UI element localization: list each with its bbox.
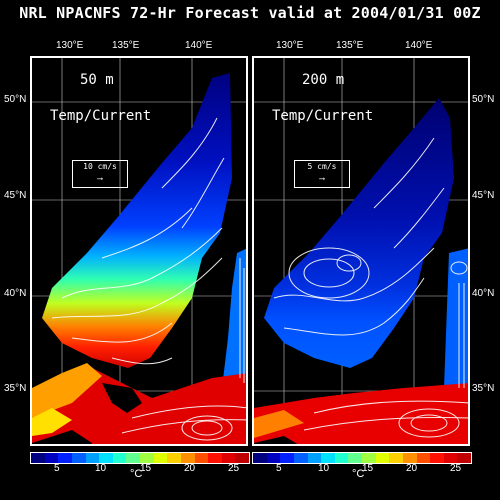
colorbar-tick: 5 xyxy=(276,463,282,474)
lat-label-45-right: 45°N xyxy=(472,190,495,201)
colorbar-swatch xyxy=(402,453,417,463)
map-panel-200m: 200 m Temp/Current 5 cm/s ⟶ xyxy=(252,56,470,446)
colorbar-swatch xyxy=(280,453,294,463)
colorbar-swatch xyxy=(293,453,308,463)
chart-title: NRL NPACNFS 72-Hr Forecast valid at 2004… xyxy=(19,4,481,22)
lon-label-140-right: 140°E xyxy=(405,40,433,51)
colorbar-tick: 25 xyxy=(450,463,462,474)
colorbar-swatch xyxy=(58,453,72,463)
panel-depth-label: 200 m xyxy=(302,72,345,88)
colorbar-swatch xyxy=(362,453,376,463)
lat-label-45-left: 45°N xyxy=(4,190,27,201)
colorbar-swatch xyxy=(253,453,267,463)
lon-label-140-left: 140°E xyxy=(185,40,213,51)
colorbar-swatch xyxy=(44,453,59,463)
colorbar-tick: 25 xyxy=(228,463,240,474)
lon-label-130-left: 130°E xyxy=(56,40,84,51)
colorbar-tick: 15 xyxy=(362,463,374,474)
colorbar-tick: 5 xyxy=(54,463,60,474)
colorbar-swatch xyxy=(126,453,140,463)
colorbar-swatch xyxy=(348,453,362,463)
lat-label-35-right: 35°N xyxy=(472,383,495,394)
colorbar-swatch xyxy=(153,453,168,463)
colorbar-swatch xyxy=(180,453,195,463)
map-50m-graphic xyxy=(32,58,246,444)
colorbar-left xyxy=(30,452,250,464)
colorbar-swatch xyxy=(85,453,100,463)
colorbar-swatch xyxy=(375,453,390,463)
lat-label-40-right: 40°N xyxy=(472,288,495,299)
colorbar-swatch xyxy=(112,453,127,463)
lat-label-40-left: 40°N xyxy=(4,288,27,299)
colorbar-swatch xyxy=(221,453,236,463)
reference-vector-box: 10 cm/s ⟶ xyxy=(72,160,128,188)
colorbar-swatch xyxy=(208,453,222,463)
panel-subtitle: Temp/Current xyxy=(50,108,152,124)
colorbar-swatch xyxy=(321,453,335,463)
colorbar-swatch xyxy=(416,453,431,463)
colorbar-tick: 10 xyxy=(318,463,330,474)
colorbar-swatch xyxy=(235,453,249,463)
colorbar-swatch xyxy=(266,453,281,463)
panel-depth-label: 50 m xyxy=(80,72,114,88)
lon-label-130-right: 130°E xyxy=(276,40,304,51)
map-200m-graphic xyxy=(254,58,468,444)
colorbar-tick: 10 xyxy=(95,463,107,474)
reference-vector-label: 10 cm/s xyxy=(83,162,117,171)
colorbar-swatch xyxy=(194,453,209,463)
lon-label-135-right: 135°E xyxy=(336,40,364,51)
colorbar-swatch xyxy=(140,453,154,463)
lat-label-50-left: 50°N xyxy=(4,94,27,105)
colorbar-swatch xyxy=(334,453,349,463)
colorbar-swatch xyxy=(71,453,86,463)
colorbar-tick: 20 xyxy=(184,463,196,474)
lat-label-35-left: 35°N xyxy=(4,383,27,394)
colorbar-swatch xyxy=(99,453,113,463)
colorbar-tick: 20 xyxy=(406,463,418,474)
lon-label-135-left: 135°E xyxy=(112,40,140,51)
colorbar-tick: 15 xyxy=(140,463,152,474)
colorbar-right xyxy=(252,452,472,464)
current-streamlines xyxy=(51,117,246,441)
panel-subtitle: Temp/Current xyxy=(272,108,374,124)
colorbar-swatch xyxy=(167,453,181,463)
colorbar-swatch xyxy=(430,453,444,463)
colorbar-unit: °C xyxy=(352,468,365,480)
map-panel-50m: 50 m Temp/Current 10 cm/s ⟶ xyxy=(30,56,248,446)
reference-arrow-icon: ⟶ xyxy=(97,174,103,183)
colorbar-swatch xyxy=(31,453,45,463)
colorbar-swatch xyxy=(389,453,403,463)
current-streamlines xyxy=(273,137,468,438)
reference-vector-box: 5 cm/s ⟶ xyxy=(294,160,350,188)
reference-arrow-icon: ⟶ xyxy=(319,174,325,183)
colorbar-unit: °C xyxy=(130,468,143,480)
reference-vector-label: 5 cm/s xyxy=(307,162,337,171)
colorbar-swatch xyxy=(457,453,471,463)
lat-label-50-right: 50°N xyxy=(472,94,495,105)
colorbar-swatch xyxy=(443,453,458,463)
colorbar-swatch xyxy=(307,453,322,463)
